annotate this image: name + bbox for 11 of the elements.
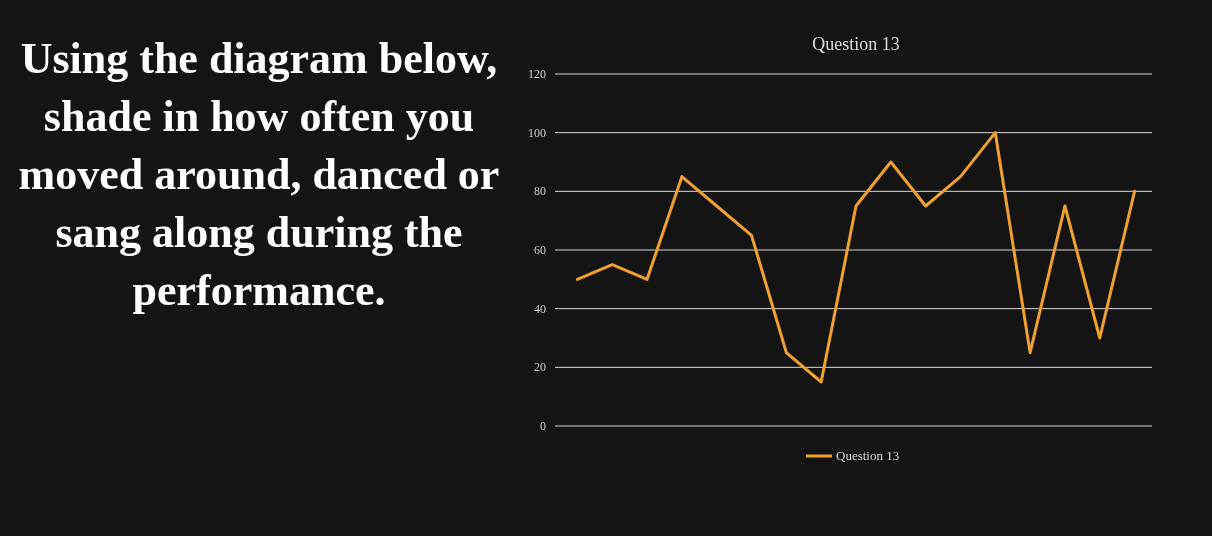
y-tick-label: 0: [540, 419, 546, 433]
y-tick-label: 80: [534, 184, 546, 199]
legend-label: Question 13: [836, 448, 900, 463]
y-tick-label: 100: [528, 125, 546, 140]
chart-title: Question 13: [812, 34, 900, 54]
y-tick-label: 60: [534, 243, 546, 257]
y-tick-label: 40: [534, 301, 546, 316]
y-tick-label: 20: [534, 360, 546, 375]
line-series: [575, 131, 1137, 384]
text: Using the diagram below, shade in how often you moved around, danced or sang along during the performance.: [17, 33, 501, 317]
y-tick-label: 120: [528, 67, 546, 81]
